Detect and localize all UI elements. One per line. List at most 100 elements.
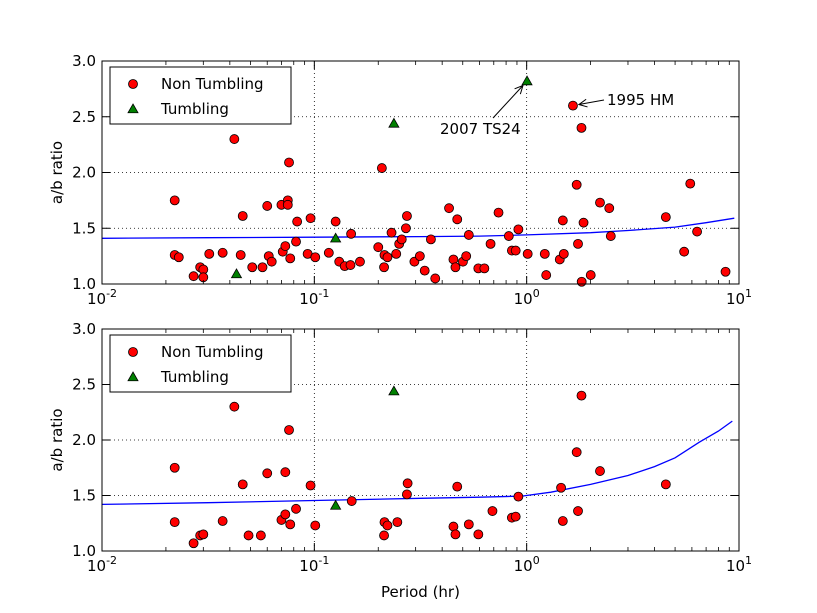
p2-non-tumbling-point-34 [513, 491, 524, 502]
p1-y-tick-label-4: 3.0 [72, 52, 96, 70]
p1-non-tumbling-point-41 [386, 227, 397, 238]
p1-non-tumbling-point-14 [262, 201, 273, 211]
p2-non-tumbling-point-19 [346, 496, 357, 506]
p1-non-tumbling-point-55 [452, 214, 463, 225]
p2-non-tumbling-point-2 [188, 538, 199, 549]
p2-y-tick-label-2: 2.0 [72, 431, 96, 449]
p1-non-tumbling-point-46 [402, 211, 412, 221]
p1-non-tumbling-point-66 [513, 224, 524, 235]
p2-fit-line [101, 420, 733, 506]
p2-x-axis-label: Period (hr) [381, 583, 460, 601]
p2-non-tumbling-point-31 [487, 506, 498, 516]
p2-y-tick-label-3: 2.5 [72, 376, 96, 394]
p2-y-axis-label: a/b ratio [48, 408, 66, 471]
p2-non-tumbling-point-0 [169, 462, 180, 473]
p1-non-tumbling-point-83 [660, 212, 671, 223]
p2-non-tumbling-point-16 [291, 503, 301, 514]
p1-non-tumbling-point-65 [510, 245, 521, 256]
p2-non-tumbling-point-24 [402, 489, 412, 500]
p1-non-tumbling-point-0 [169, 195, 180, 206]
p1-non-tumbling-point-21 [282, 199, 293, 210]
p1-legend-marker-tumbling [127, 103, 139, 114]
p1-non-tumbling-point-8 [217, 247, 228, 258]
p1-annotation-arrowhead-2007-ts24 [514, 84, 524, 95]
p2-non-tumbling-point-25 [402, 478, 413, 489]
p2-non-tumbling-point-39 [576, 390, 587, 401]
p1-non-tumbling-point-85 [685, 178, 696, 189]
p1-non-tumbling-point-57 [461, 251, 472, 262]
p1-non-tumbling-point-28 [310, 252, 321, 263]
p1-non-tumbling-point-13 [257, 262, 268, 273]
p1-non-tumbling-point-10 [235, 250, 246, 260]
p1-legend-label-tumbling: Tumbling [160, 100, 229, 118]
p1-x-tick-label-0: 10-2 [87, 287, 117, 308]
p2-tumbling-point-1 [388, 385, 400, 396]
p1-non-tumbling-point-63 [503, 231, 514, 241]
p1-non-tumbling-point-44 [396, 234, 407, 245]
p2-non-tumbling-point-23 [392, 517, 403, 528]
p1-non-tumbling-point-38 [379, 262, 389, 273]
p1-non-tumbling-point-19 [280, 241, 291, 251]
p2-non-tumbling-point-5 [217, 516, 228, 526]
p1-non-tumbling-point-35 [355, 256, 365, 267]
p1-non-tumbling-point-81 [604, 203, 615, 214]
p2-non-tumbling-point-33 [510, 511, 521, 522]
p1-non-tumbling-point-42 [391, 248, 402, 259]
p1-non-tumbling-point-48 [414, 251, 425, 262]
p1-non-tumbling-point-29 [323, 247, 334, 258]
p1-non-tumbling-point-54 [450, 262, 461, 273]
p2-non-tumbling-point-27 [450, 529, 461, 540]
p1-annotation-arrow-2007-ts24 [492, 85, 524, 119]
p1-non-tumbling-point-27 [305, 213, 316, 224]
p2-x-tick-label-3: 101 [726, 554, 752, 575]
p1-y-tick-label-1: 1.5 [72, 219, 96, 237]
p2-x-tick-label-1: 10-1 [299, 554, 329, 575]
p1-tumbling-point-1 [329, 232, 342, 243]
p2-non-tumbling-point-22 [382, 520, 393, 531]
p1-y-tick-label-0: 1.0 [72, 275, 96, 293]
top-panel: 10-2 10-1 100 101 1.0 1.5 2.0 2.5 3.0 a/b ratio No… [48, 52, 752, 308]
p1-non-tumbling-point-87 [720, 266, 731, 277]
p1-non-tumbling-point-77 [576, 276, 587, 287]
p2-legend-marker-non-tumbling [128, 347, 138, 357]
p2-non-tumbling-point-14 [284, 425, 294, 435]
p2-non-tumbling-point-12 [280, 467, 291, 478]
p2-non-tumbling-point-1 [169, 517, 180, 528]
p2-non-tumbling-point-6 [229, 401, 240, 412]
p1-non-tumbling-point-60 [479, 263, 490, 274]
p1-non-tumbling-point-84 [679, 246, 690, 257]
p1-non-tumbling-point-74 [571, 179, 582, 190]
p1-non-tumbling-point-49 [419, 265, 430, 276]
p2-legend-label-non-tumbling: Non Tumbling [161, 343, 264, 361]
p1-non-tumbling-point-61 [485, 238, 496, 249]
p2-non-tumbling-point-10 [262, 468, 273, 479]
p1-non-tumbling-point-73 [568, 100, 578, 111]
p1-non-tumbling-point-16 [266, 256, 277, 267]
p2-non-tumbling-point-4 [198, 529, 209, 540]
p2-legend-label-tumbling: Tumbling [160, 368, 229, 386]
p2-non-tumbling-point-37 [571, 447, 582, 458]
p1-non-tumbling-point-24 [291, 236, 301, 247]
p1-x-tick-label-1: 10-1 [299, 287, 329, 308]
p1-non-tumbling-point-58 [463, 230, 474, 240]
p2-non-tumbling-point-9 [255, 530, 266, 541]
p1-non-tumbling-point-33 [345, 260, 356, 270]
p1-non-tumbling-point-51 [430, 273, 441, 284]
p1-annotation-arrow-1995-hm [578, 99, 605, 106]
p2-non-tumbling-point-40 [595, 466, 605, 476]
p1-non-tumbling-point-45 [401, 223, 411, 234]
p1-non-tumbling-point-40 [382, 252, 393, 263]
p1-non-tumbling-point-75 [573, 238, 583, 249]
p1-tumbling-point-0 [230, 268, 243, 279]
p2-non-tumbling-point-15 [285, 519, 296, 530]
p1-non-tumbling-point-62 [493, 207, 504, 218]
p1-non-tumbling-point-80 [595, 197, 605, 208]
p1-non-tumbling-point-78 [578, 217, 589, 228]
p1-non-tumbling-point-2 [173, 252, 184, 263]
p1-non-tumbling-point-25 [292, 216, 303, 227]
p1-non-tumbling-point-71 [557, 215, 568, 226]
p2-non-tumbling-point-28 [452, 481, 463, 492]
p1-non-tumbling-point-82 [605, 231, 616, 241]
p1-tumbling-point-2 [388, 117, 400, 128]
